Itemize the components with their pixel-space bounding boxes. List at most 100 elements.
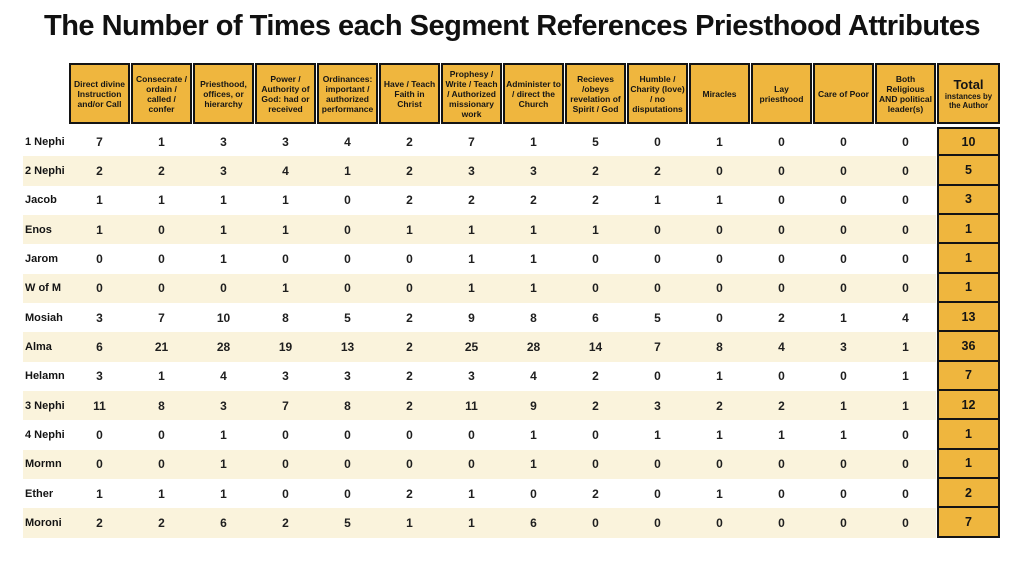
value-cell: 2 [158, 516, 165, 531]
value-cell: 2 [592, 193, 599, 208]
value-cell: 0 [902, 252, 909, 267]
row-total-cell: 1 [937, 273, 1000, 304]
row-stripe [23, 508, 936, 538]
row-label: 3 Nephi [25, 399, 65, 412]
column-header: Power / Authority of God: had or receive… [255, 63, 316, 124]
value-cell: 0 [778, 516, 785, 531]
value-cell: 1 [220, 252, 227, 267]
value-cell: 0 [158, 281, 165, 296]
value-cell: 0 [344, 193, 351, 208]
value-cell: 0 [716, 281, 723, 296]
value-cell: 1 [530, 252, 537, 267]
column-header: Both Religious AND political leader(s) [875, 63, 936, 124]
value-cell: 0 [840, 222, 847, 237]
value-cell: 0 [840, 516, 847, 531]
value-cell: 3 [840, 340, 847, 355]
value-cell: 0 [902, 164, 909, 179]
value-cell: 3 [344, 369, 351, 384]
row-label: 2 Nephi [25, 165, 65, 178]
column-header: Care of Poor [813, 63, 874, 124]
value-cell: 0 [778, 164, 785, 179]
row-stripe [23, 156, 936, 186]
value-cell: 0 [654, 252, 661, 267]
value-cell: 0 [778, 369, 785, 384]
value-cell: 2 [406, 164, 413, 179]
row-total-cell: 1 [937, 215, 1000, 245]
row-total-cell: 1 [937, 420, 1000, 450]
value-cell: 1 [96, 486, 103, 501]
column-header: Direct divine Instruction and/or Call [69, 63, 130, 124]
row-label: W of M [25, 282, 62, 295]
value-cell: 2 [406, 398, 413, 413]
value-cell: 5 [344, 516, 351, 531]
column-header: Administer to / direct the Church [503, 63, 564, 124]
value-cell: 0 [344, 428, 351, 443]
value-cell: 2 [96, 164, 103, 179]
value-cell: 11 [465, 398, 478, 413]
value-cell: 1 [902, 398, 909, 413]
value-cell: 1 [530, 281, 537, 296]
row-total-cell: 3 [937, 185, 1000, 216]
value-cell: 1 [158, 134, 165, 149]
value-cell: 2 [406, 340, 413, 355]
value-cell: 1 [716, 428, 723, 443]
value-cell: 1 [282, 222, 289, 237]
value-cell: 2 [592, 486, 599, 501]
value-cell: 2 [406, 193, 413, 208]
value-cell: 1 [840, 428, 847, 443]
value-cell: 0 [406, 281, 413, 296]
value-cell: 0 [654, 222, 661, 237]
value-cell: 0 [344, 281, 351, 296]
value-cell: 6 [530, 516, 537, 531]
value-cell: 0 [220, 281, 227, 296]
value-cell: 1 [220, 486, 227, 501]
value-cell: 0 [902, 193, 909, 208]
value-cell: 6 [592, 310, 599, 325]
value-cell: 1 [468, 252, 475, 267]
references-table: Direct divine Instruction and/or Call Con… [23, 63, 1000, 538]
value-cell: 3 [220, 164, 227, 179]
value-cell: 0 [282, 428, 289, 443]
value-cell: 5 [592, 134, 599, 149]
value-cell: 10 [216, 310, 231, 325]
value-cell: 0 [654, 516, 661, 531]
value-cell: 7 [654, 340, 661, 355]
value-cell: 3 [220, 398, 227, 413]
value-cell: 3 [654, 398, 661, 413]
column-header: Consecrate / ordain / called / confer [131, 63, 192, 124]
value-cell: 14 [588, 340, 603, 355]
row-total-cell: 5 [937, 156, 1000, 186]
value-cell: 9 [468, 310, 475, 325]
value-cell: 2 [592, 398, 599, 413]
value-cell: 8 [716, 340, 723, 355]
row-total-cell: 2 [937, 479, 1000, 509]
row-stripe [23, 449, 936, 480]
value-cell: 0 [716, 516, 723, 531]
value-cell: 1 [716, 486, 723, 501]
value-cell: 0 [902, 516, 909, 531]
value-cell: 1 [716, 134, 723, 149]
value-cell: 1 [282, 281, 289, 296]
value-cell: 9 [530, 398, 537, 413]
value-cell: 7 [96, 134, 103, 149]
value-cell: 0 [840, 252, 847, 267]
value-cell: 1 [840, 310, 847, 325]
row-label: 1 Nephi [25, 135, 65, 148]
row-total-cell: 13 [937, 303, 1000, 333]
value-cell: 2 [406, 310, 413, 325]
value-cell: 7 [158, 310, 165, 325]
value-cell: 0 [282, 457, 289, 472]
value-cell: 0 [716, 310, 723, 325]
column-header: Priesthood, offices, or hierarchy [193, 63, 254, 124]
row-label: Helamn [25, 370, 65, 383]
column-header: Miracles [689, 63, 750, 124]
value-cell: 0 [282, 486, 289, 501]
row-label: Moroni [25, 517, 62, 530]
value-cell: 0 [468, 428, 475, 443]
value-cell: 0 [406, 428, 413, 443]
value-cell: 1 [220, 457, 227, 472]
row-label: Mosiah [25, 311, 63, 324]
value-cell: 0 [902, 281, 909, 296]
value-cell: 4 [778, 340, 785, 355]
row-label: Jacob [25, 194, 57, 207]
